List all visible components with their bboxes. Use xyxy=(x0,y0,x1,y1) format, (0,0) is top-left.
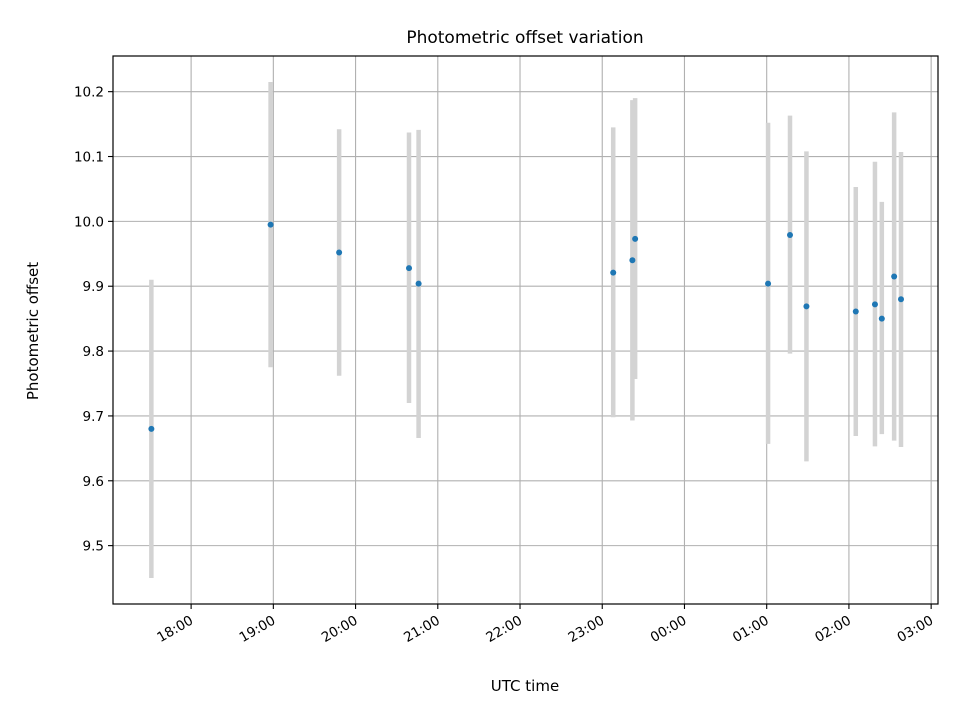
data-point xyxy=(610,269,617,276)
data-point xyxy=(632,235,639,242)
data-point xyxy=(629,257,636,264)
data-point xyxy=(852,308,859,315)
data-point xyxy=(891,273,898,280)
data-point xyxy=(267,221,274,228)
y-tick-label: 10.2 xyxy=(74,85,104,101)
data-point xyxy=(415,280,422,287)
data-markers xyxy=(148,221,904,432)
data-point xyxy=(803,303,810,310)
x-axis-label: UTC time xyxy=(491,677,559,695)
data-point xyxy=(897,296,904,303)
data-point xyxy=(406,265,413,272)
data-point xyxy=(871,301,878,308)
y-axis: 9.5 9.6 9.7 9.8 9.9 10.0 10.1 10.2 xyxy=(74,85,113,555)
y-tick-label: 10.1 xyxy=(74,150,104,166)
y-tick-label: 10.0 xyxy=(74,214,104,230)
y-tick-label: 9.7 xyxy=(83,409,104,425)
y-axis-label: Photometric offset xyxy=(24,262,42,400)
data-point xyxy=(765,280,772,287)
chart-title: Photometric offset variation xyxy=(406,28,643,48)
data-point xyxy=(148,425,155,432)
data-point xyxy=(878,315,885,322)
plot-area xyxy=(113,56,938,604)
plot-frame xyxy=(112,55,939,605)
y-tick-label: 9.9 xyxy=(83,279,104,295)
data-point xyxy=(336,249,343,256)
y-tick-label: 9.6 xyxy=(83,474,104,490)
y-tick-label: 9.5 xyxy=(83,539,104,555)
y-tick-label: 9.8 xyxy=(83,344,104,360)
data-point xyxy=(786,231,793,238)
